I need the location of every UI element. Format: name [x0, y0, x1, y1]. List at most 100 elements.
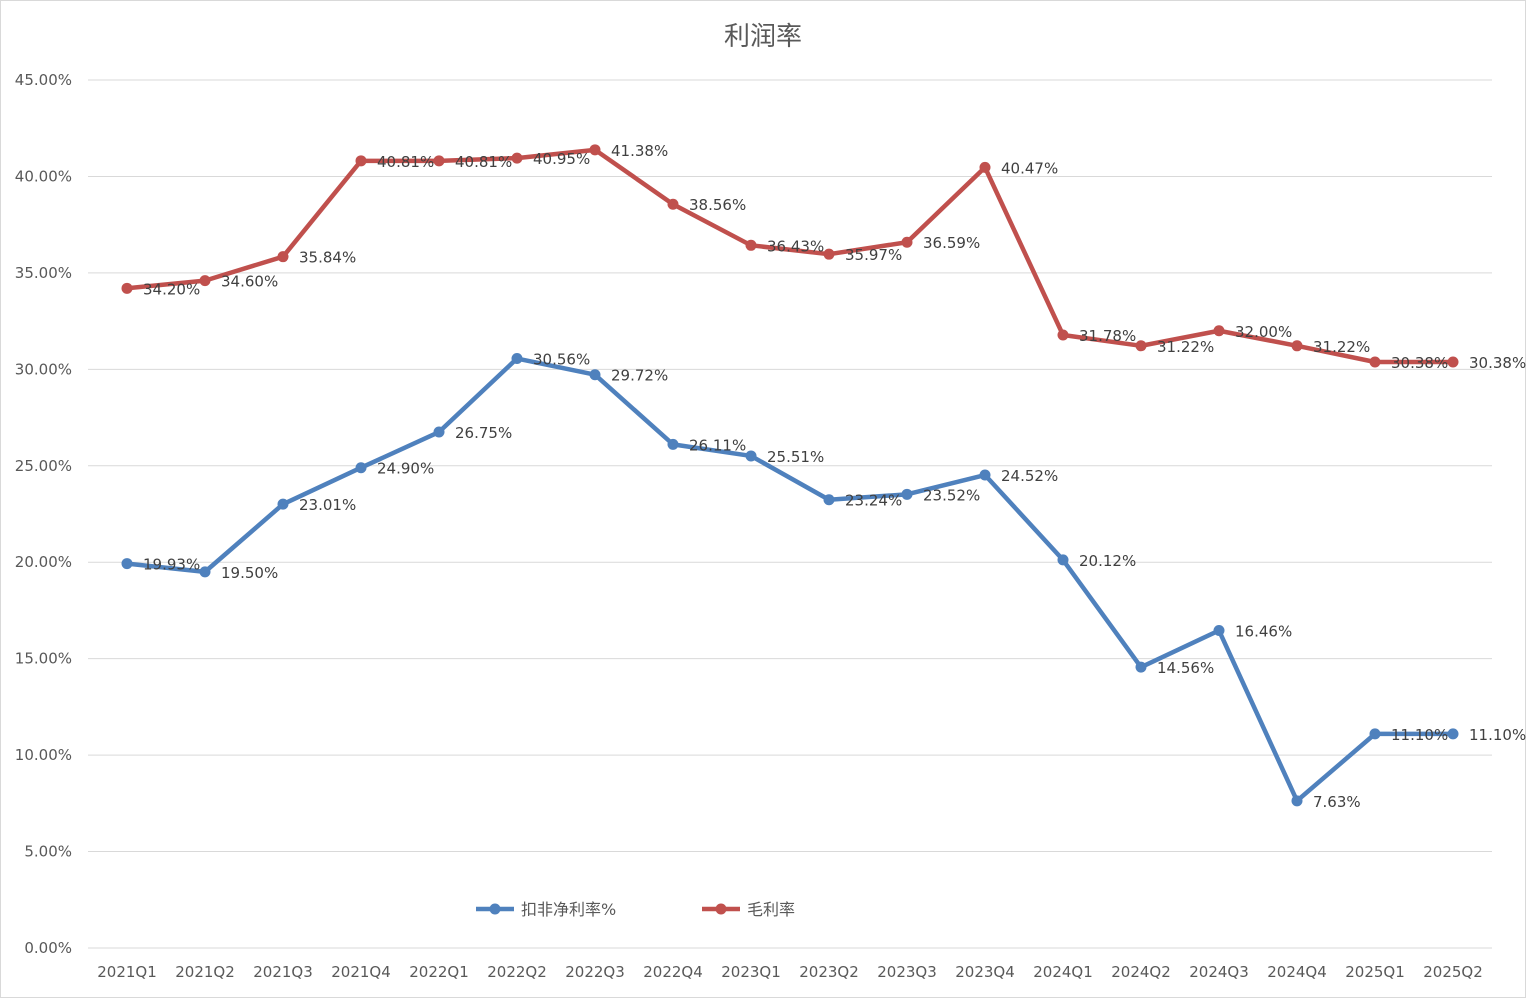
legend-marker — [715, 903, 727, 915]
y-axis-ticks: 0.00% 5.00% 10.00% 15.00% 20.00% 25.00% 30.00%… — [15, 71, 72, 957]
y-tick-label: 5.00% — [24, 843, 72, 861]
data-label: 19.50% — [221, 564, 278, 582]
data-label: 26.75% — [455, 424, 512, 442]
data-point — [589, 369, 601, 381]
series-group — [121, 144, 1459, 807]
data-point — [745, 239, 757, 251]
x-tick-label: 2025Q2 — [1423, 963, 1483, 981]
data-label: 16.46% — [1235, 623, 1292, 641]
series-line — [124, 356, 1456, 804]
data-label: 23.52% — [923, 486, 980, 504]
y-tick-label: 25.00% — [15, 457, 72, 475]
data-label: 40.95% — [533, 150, 590, 168]
x-axis-ticks: 2021Q1 2021Q2 2021Q3 2021Q4 2022Q1 2022Q2 2022… — [97, 963, 1483, 981]
data-point — [823, 248, 835, 260]
data-point — [1135, 340, 1147, 352]
data-label: 35.84% — [299, 249, 356, 267]
data-point — [979, 469, 991, 481]
x-tick-label: 2023Q2 — [799, 963, 859, 981]
legend-label: 扣非净利率% — [521, 900, 616, 919]
data-point — [1213, 325, 1225, 337]
data-point — [979, 161, 991, 173]
data-point — [1135, 661, 1147, 673]
x-tick-label: 2021Q1 — [97, 963, 157, 981]
data-point — [511, 152, 523, 164]
series-1 — [121, 353, 1459, 807]
data-point — [355, 462, 367, 474]
y-tick-label: 10.00% — [15, 746, 72, 764]
data-label: 40.47% — [1001, 159, 1058, 177]
data-label: 19.93% — [143, 556, 200, 574]
x-tick-label: 2023Q3 — [877, 963, 937, 981]
data-label: 31.22% — [1157, 338, 1214, 356]
data-point — [1369, 356, 1381, 368]
y-tick-label: 45.00% — [15, 71, 72, 89]
y-tick-label: 0.00% — [24, 939, 72, 957]
legend-marker — [489, 903, 501, 915]
data-label: 30.56% — [533, 351, 590, 369]
data-label: 7.63% — [1313, 793, 1361, 811]
legend: 扣非净利率% 毛利率 — [476, 900, 795, 919]
x-tick-label: 2021Q2 — [175, 963, 235, 981]
data-label: 34.20% — [143, 280, 200, 298]
data-label: 23.01% — [299, 496, 356, 514]
data-point — [589, 144, 601, 156]
data-label: 20.12% — [1079, 552, 1136, 570]
y-tick-label: 40.00% — [15, 167, 72, 185]
y-tick-label: 20.00% — [15, 553, 72, 571]
data-label: 25.51% — [767, 448, 824, 466]
x-tick-label: 2023Q4 — [955, 963, 1015, 981]
data-label: 31.22% — [1313, 338, 1370, 356]
legend-item: 毛利率 — [702, 900, 795, 919]
data-label: 23.24% — [845, 492, 902, 510]
data-label: 14.56% — [1157, 659, 1214, 677]
x-tick-label: 2025Q1 — [1345, 963, 1405, 981]
data-point — [199, 275, 211, 287]
x-tick-label: 2021Q4 — [331, 963, 391, 981]
data-label: 35.97% — [845, 246, 902, 264]
data-point — [823, 494, 835, 506]
data-point — [433, 155, 445, 167]
x-tick-label: 2024Q3 — [1189, 963, 1249, 981]
data-label: 11.10% — [1469, 726, 1526, 744]
data-label: 41.38% — [611, 142, 668, 160]
data-point — [1447, 728, 1459, 740]
data-label: 30.38% — [1391, 354, 1448, 372]
data-point — [1213, 625, 1225, 637]
data-point — [1291, 340, 1303, 352]
data-label: 32.00% — [1235, 323, 1292, 341]
x-tick-label: 2023Q1 — [721, 963, 781, 981]
data-label: 24.90% — [377, 460, 434, 478]
y-tick-label: 35.00% — [15, 264, 72, 282]
data-point — [1447, 356, 1459, 368]
y-tick-label: 15.00% — [15, 650, 72, 668]
x-tick-label: 2024Q1 — [1033, 963, 1093, 981]
x-tick-label: 2021Q3 — [253, 963, 313, 981]
data-label: 29.72% — [611, 367, 668, 385]
data-label: 24.52% — [1001, 467, 1058, 485]
data-label: 38.56% — [689, 196, 746, 214]
data-point — [1057, 554, 1069, 566]
data-point — [667, 198, 679, 210]
data-point — [433, 426, 445, 438]
data-point — [121, 282, 133, 294]
data-point — [901, 236, 913, 248]
legend-label: 毛利率 — [747, 900, 795, 919]
data-point — [1057, 329, 1069, 341]
x-tick-label: 2022Q3 — [565, 963, 625, 981]
data-label: 40.81% — [377, 153, 434, 171]
gridlines — [88, 79, 1492, 949]
data-label: 34.60% — [221, 273, 278, 291]
x-tick-label: 2022Q2 — [487, 963, 547, 981]
series-line — [124, 147, 1456, 365]
legend-item: 扣非净利率% — [476, 900, 616, 919]
series-2 — [121, 144, 1459, 368]
data-point — [355, 155, 367, 167]
data-point — [277, 498, 289, 510]
data-label: 30.38% — [1469, 354, 1526, 372]
data-label: 31.78% — [1079, 327, 1136, 345]
data-point — [667, 438, 679, 450]
x-tick-label: 2024Q4 — [1267, 963, 1327, 981]
x-tick-label: 2022Q1 — [409, 963, 469, 981]
